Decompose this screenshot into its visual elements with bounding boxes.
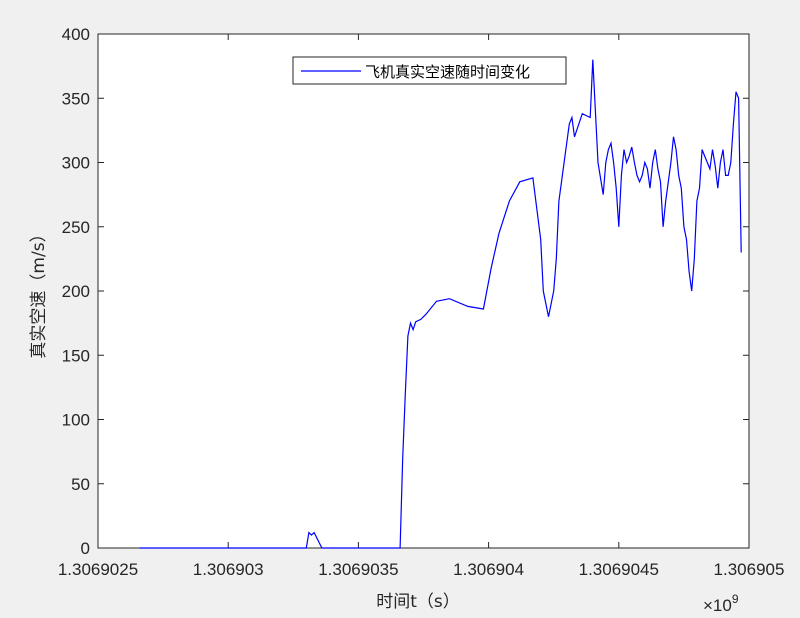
x-tick-label: 1.306903	[193, 560, 264, 579]
y-axis-label: 真实空速（m/s）	[29, 225, 49, 358]
y-tick-label: 100	[62, 411, 90, 430]
x-axis-label: 时间t（s）	[376, 592, 460, 612]
y-tick-label: 0	[81, 539, 90, 558]
x-tick-label: 1.3069035	[318, 560, 398, 579]
y-tick-label: 300	[62, 154, 90, 173]
x-tick-label: 1.3069025	[58, 560, 138, 579]
y-tick-label: 400	[62, 25, 90, 44]
y-tick-label: 250	[62, 218, 90, 237]
y-tick-label: 150	[62, 346, 90, 365]
x-exponent-base: ×109	[703, 592, 739, 615]
y-tick-label: 50	[71, 475, 90, 494]
y-axis-ticks: 0 50 100 150 200 250 300 350 400	[62, 25, 749, 558]
legend-box	[292, 56, 567, 85]
x-exponent-mantissa: ×10	[703, 596, 732, 615]
y-tick-label: 200	[62, 282, 90, 301]
x-axis-ticks: 1.3069025 1.306903 1.3069035 1.306904 1.3069…	[58, 34, 785, 579]
legend: 飞机真实空速随时间变化	[292, 56, 567, 85]
x-exponent-power: 9	[732, 592, 739, 606]
x-tick-label: 1.3069045	[579, 560, 659, 579]
x-tick-label: 1.306905	[714, 560, 785, 579]
plot-area	[97, 33, 750, 549]
legend-label: 飞机真实空速随时间变化	[365, 63, 530, 81]
x-tick-label: 1.306904	[453, 560, 524, 579]
series-line-true-airspeed	[139, 59, 742, 549]
y-tick-label: 350	[62, 89, 90, 108]
